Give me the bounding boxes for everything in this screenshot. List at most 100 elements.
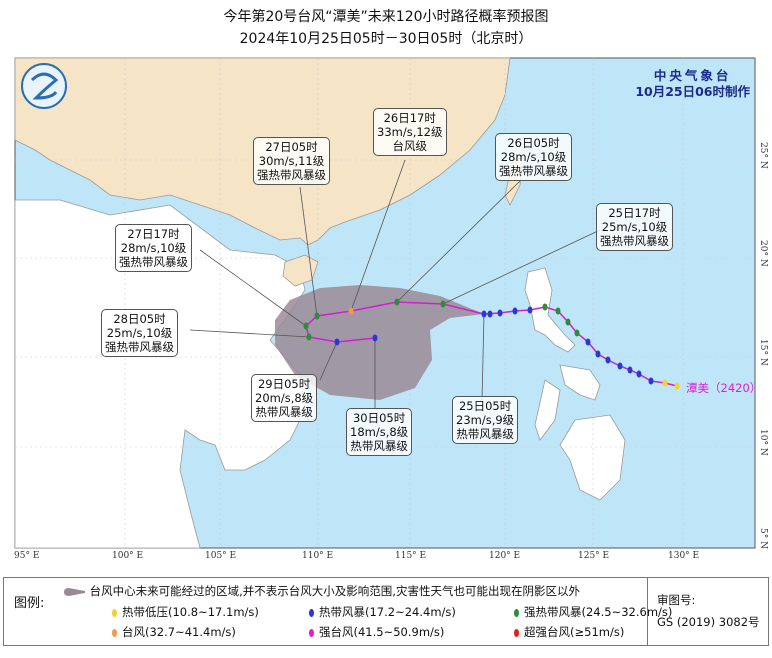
callout-grade: 强热带风暴级 xyxy=(600,234,669,248)
callout-grade: 强热带风暴级 xyxy=(499,164,568,178)
legend-dot-icon xyxy=(514,628,519,637)
lon-tick: 115° E xyxy=(395,551,427,561)
lon-tick: 120° E xyxy=(489,551,521,561)
lon-tick: 125° E xyxy=(578,551,610,561)
track-point xyxy=(303,322,309,330)
callout-grade: 热带风暴级 xyxy=(255,405,313,419)
callout-grade: 强热带风暴级 xyxy=(257,168,326,182)
forecast-callout: 25日05时 23m/s,9级 热带风暴级 xyxy=(452,396,519,444)
philippines-land xyxy=(524,267,626,501)
callout-time: 25日17时 xyxy=(608,206,661,220)
callout-time: 30日05时 xyxy=(352,411,406,425)
legend-cone-text: 台风中心未来可能经过的区域,并不表示台风大小及影响范围,灾害性天气也可能出现在阴… xyxy=(89,584,580,598)
audit-block: 审图号: GS (2019) 3082号 xyxy=(647,578,760,645)
track-point xyxy=(481,310,487,318)
track-point xyxy=(394,298,400,306)
track-point xyxy=(497,309,503,317)
track-point xyxy=(662,379,668,387)
callout-time: 25日05时 xyxy=(458,399,512,413)
callout-wind: 23m/s,9级 xyxy=(456,413,515,427)
forecast-callout: 30日05时 18m/s,8级 热带风暴级 xyxy=(346,408,413,456)
callout-wind: 28m/s,10级 xyxy=(120,241,187,255)
track-point xyxy=(636,370,642,378)
lat-tick: 25° N xyxy=(758,142,768,169)
legend-dot-icon xyxy=(112,608,117,617)
legend-dot-icon xyxy=(309,608,314,617)
lat-tick: 10° N xyxy=(758,429,768,456)
callout-wind: 25m/s,10级 xyxy=(106,326,173,340)
track-point xyxy=(585,338,591,346)
callout-time: 27日17时 xyxy=(127,227,180,241)
typhoon-name-label: 潭美（2420） xyxy=(686,381,762,395)
callout-grade: 热带风暴级 xyxy=(456,427,514,441)
callout-grade: 强热带风暴级 xyxy=(105,340,174,354)
forecast-callout: 26日05时 28m/s,10级 强热带风暴级 xyxy=(495,133,572,181)
callout-wind: 18m/s,8级 xyxy=(350,425,409,439)
legend-item-label: 强台风(41.5~50.9m/s) xyxy=(319,625,445,639)
map-subtitle: 2024年10月25日05时－30日05时（北京时） xyxy=(239,31,533,47)
track-point xyxy=(440,300,446,308)
callout-time: 29日05时 xyxy=(257,377,311,391)
track-point xyxy=(555,307,561,315)
callout-grade: 台风级 xyxy=(392,139,428,153)
legend-cone: 台风中心未来可能经过的区域,并不表示台风大小及影响范围,灾害性天气也可能出现在阴… xyxy=(62,583,580,599)
forecast-callout: 26日17时 33m/s,12级 台风级 xyxy=(373,108,447,156)
track-point xyxy=(372,334,378,342)
forecast-callout: 28日05时 25m/s,10级 强热带风暴级 xyxy=(101,309,178,357)
legend: 图例: 台风中心未来可能经过的区域,并不表示台风大小及影响范围,灾害性天气也可能… xyxy=(3,577,769,646)
track-point xyxy=(527,306,533,314)
legend-item-label: 热带风暴(17.2~24.4m/s) xyxy=(319,605,456,619)
callout-wind: 25m/s,10级 xyxy=(601,220,668,234)
track-point xyxy=(574,329,580,337)
legend-title: 图例: xyxy=(14,596,45,611)
cone-icon xyxy=(64,587,85,596)
lon-tick: 100° E xyxy=(112,551,144,561)
track-point xyxy=(627,366,633,374)
legend-item: 台风(32.7~41.4m/s) xyxy=(112,624,236,640)
track-point xyxy=(648,377,654,385)
callout-leaders xyxy=(189,159,601,408)
indochina-land xyxy=(14,199,306,549)
callout-wind: 20m/s,8级 xyxy=(255,391,314,405)
track-point xyxy=(512,307,518,315)
lat-tick: 15° N xyxy=(758,339,768,366)
lon-tick: 95° E xyxy=(14,551,40,561)
callout-time: 26日05时 xyxy=(507,136,560,150)
callout-time: 27日05时 xyxy=(265,140,318,154)
agency-block: 中央气象台 10月25日06时制作 xyxy=(635,68,750,100)
callout-time: 26日17时 xyxy=(383,111,436,125)
callout-wind: 33m/s,12级 xyxy=(377,125,443,139)
callout-wind: 30m/s,11级 xyxy=(258,154,325,168)
track-point xyxy=(617,362,623,370)
forecast-callout: 27日17时 28m/s,10级 强热带风暴级 xyxy=(115,224,192,272)
callout-grade: 强热带风暴级 xyxy=(119,255,188,269)
legend-item: 超强台风(≥51m/s) xyxy=(514,624,624,640)
callout-grade: 热带风暴级 xyxy=(350,439,408,453)
map-title: 今年第20号台风“潭美”未来120小时路径概率预报图 xyxy=(223,9,549,25)
track-point xyxy=(487,310,493,318)
forecast-callout: 29日05时 20m/s,8级 热带风暴级 xyxy=(251,374,318,422)
legend-dot-icon xyxy=(514,608,519,617)
agency-name: 中央气象台 xyxy=(653,68,732,83)
audit-number: GS (2019) 3082号 xyxy=(657,615,760,629)
track-point xyxy=(334,338,340,346)
forecast-callout: 25日17时 25m/s,10级 强热带风暴级 xyxy=(596,203,673,251)
legend-item: 热带风暴(17.2~24.4m/s) xyxy=(309,604,456,620)
audit-label: 审图号: xyxy=(657,593,696,607)
track-point xyxy=(605,356,611,364)
track-point xyxy=(565,318,571,326)
legend-item-label: 热带低压(10.8~17.1m/s) xyxy=(122,605,259,619)
callout-time: 28日05时 xyxy=(113,312,166,326)
forecast-callout: 27日05时 30m/s,11级 强热带风暴级 xyxy=(253,137,330,185)
legend-dot-icon xyxy=(309,628,314,637)
track-point xyxy=(314,312,320,320)
legend-dot-icon xyxy=(112,628,117,637)
track-point xyxy=(595,350,601,358)
issue-time: 10月25日06时制作 xyxy=(635,84,750,99)
lon-tick: 130° E xyxy=(668,551,700,561)
legend-item: 热带低压(10.8~17.1m/s) xyxy=(112,604,259,620)
legend-item-label: 强热带风暴(24.5~32.6m/s) xyxy=(524,605,673,619)
legend-item: 强台风(41.5~50.9m/s) xyxy=(309,624,444,640)
lon-tick: 105° E xyxy=(205,551,237,561)
